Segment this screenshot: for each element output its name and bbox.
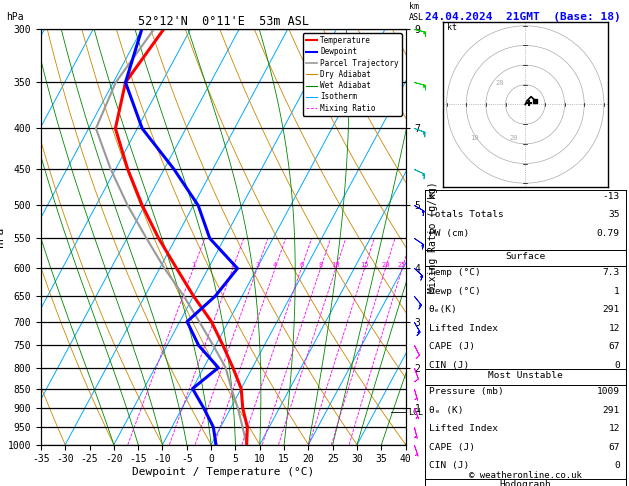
Text: Temp (°C): Temp (°C): [428, 268, 481, 278]
Text: 20: 20: [381, 262, 390, 268]
Text: km
ASL: km ASL: [409, 2, 424, 22]
X-axis label: Dewpoint / Temperature (°C): Dewpoint / Temperature (°C): [132, 467, 314, 477]
Y-axis label: hPa: hPa: [0, 227, 5, 247]
Text: 291: 291: [603, 305, 620, 314]
Text: 0.79: 0.79: [597, 229, 620, 238]
Text: 20: 20: [509, 135, 518, 141]
Text: 12: 12: [608, 324, 620, 333]
Legend: Temperature, Dewpoint, Parcel Trajectory, Dry Adiabat, Wet Adiabat, Isotherm, Mi: Temperature, Dewpoint, Parcel Trajectory…: [303, 33, 402, 116]
Text: 0: 0: [614, 361, 620, 370]
Text: 67: 67: [608, 342, 620, 351]
Text: θₑ (K): θₑ (K): [428, 406, 463, 415]
Text: 25: 25: [398, 262, 406, 268]
Text: 6: 6: [299, 262, 303, 268]
Text: 8: 8: [318, 262, 323, 268]
Title: 52°12'N  0°11'E  53m ASL: 52°12'N 0°11'E 53m ASL: [138, 15, 309, 28]
Text: 67: 67: [608, 443, 620, 452]
Text: 1: 1: [614, 287, 620, 296]
Text: © weatheronline.co.uk: © weatheronline.co.uk: [469, 471, 582, 480]
Text: CAPE (J): CAPE (J): [428, 443, 475, 452]
Text: Pressure (mb): Pressure (mb): [428, 387, 503, 397]
Text: θₑ(K): θₑ(K): [428, 305, 457, 314]
Text: 12: 12: [608, 424, 620, 434]
Text: Surface: Surface: [505, 252, 545, 261]
Text: CIN (J): CIN (J): [428, 461, 469, 470]
Text: 1009: 1009: [597, 387, 620, 397]
Text: Lifted Index: Lifted Index: [428, 324, 498, 333]
Text: Lifted Index: Lifted Index: [428, 424, 498, 434]
Text: 1: 1: [191, 262, 196, 268]
Text: 0: 0: [614, 461, 620, 470]
Text: CAPE (J): CAPE (J): [428, 342, 475, 351]
Text: 35: 35: [608, 210, 620, 220]
Text: 7.3: 7.3: [603, 268, 620, 278]
Text: -13: -13: [603, 192, 620, 201]
Text: 2: 2: [231, 262, 235, 268]
Text: LCL: LCL: [408, 408, 423, 417]
Text: PW (cm): PW (cm): [428, 229, 469, 238]
Text: Hodograph: Hodograph: [499, 480, 551, 486]
Text: Dewp (°C): Dewp (°C): [428, 287, 481, 296]
Text: 10: 10: [470, 135, 479, 141]
Y-axis label: Mixing Ratio (g/kg): Mixing Ratio (g/kg): [428, 181, 438, 293]
Text: kt: kt: [447, 23, 457, 32]
Text: 4: 4: [273, 262, 277, 268]
Text: K: K: [428, 192, 435, 201]
Text: 24.04.2024  21GMT  (Base: 18): 24.04.2024 21GMT (Base: 18): [425, 12, 620, 22]
Text: Most Unstable: Most Unstable: [488, 371, 562, 380]
Text: 20: 20: [496, 80, 504, 86]
Text: 15: 15: [360, 262, 369, 268]
Text: CIN (J): CIN (J): [428, 361, 469, 370]
Text: 3: 3: [255, 262, 259, 268]
Text: Totals Totals: Totals Totals: [428, 210, 503, 220]
Text: 291: 291: [603, 406, 620, 415]
Text: 10: 10: [331, 262, 340, 268]
Text: hPa: hPa: [6, 12, 24, 22]
